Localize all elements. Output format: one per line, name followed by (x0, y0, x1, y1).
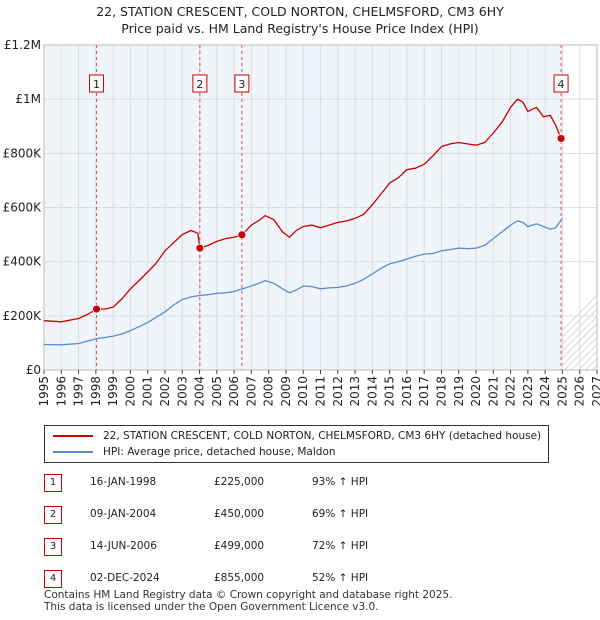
x-axis: 1995 1996 1997 1998 1999 2000 2001 2002 2003 2004… (37, 370, 600, 407)
transaction-hpi-change: 52% ↑ HPI (312, 572, 369, 584)
price-chart: 1 2 3 4 £0 £200K £400K £600K £800K £1M £1.2M 1995… (3, 38, 600, 407)
x-tick-label: 2019 (452, 376, 466, 407)
x-tick-label: 2007 (244, 376, 258, 407)
sale-points (92, 134, 566, 314)
hpi-legend-swatch (53, 451, 93, 453)
hpi-series-line (43, 217, 563, 346)
y-tick-label: £1.2M (4, 38, 41, 52)
sale-label: 1 (93, 78, 100, 91)
transaction-hpi-change: 72% ↑ HPI (312, 540, 369, 552)
sale-label-box (192, 74, 208, 93)
x-tick-label: 1995 (37, 376, 51, 407)
y-tick-label: £800K (3, 146, 43, 160)
transaction-number: 4 (44, 570, 62, 588)
x-tick-label: 2026 (573, 376, 587, 407)
y-tick-label: £0 (26, 363, 41, 377)
x-tick-label: 2005 (210, 376, 224, 407)
transaction-hpi-change: 69% ↑ HPI (312, 508, 369, 520)
y-tick-label: £1M (15, 92, 41, 106)
x-tick-label: 2001 (141, 376, 155, 407)
sale-label: 2 (196, 78, 203, 91)
x-tick-label: 2011 (314, 376, 328, 407)
legend-item-property: 22, STATION CRESCENT, COLD NORTON, CHELM… (53, 428, 541, 444)
property-series-line (43, 98, 562, 323)
x-tick-label: 2025 (555, 376, 569, 407)
y-tick-label: £400K (3, 255, 43, 269)
sale-label-box (89, 74, 105, 93)
x-tick-label: 2017 (417, 376, 431, 407)
x-tick-label: 2013 (348, 376, 362, 407)
x-tick-label: 2020 (469, 376, 483, 407)
table-row: 4 02-DEC-2024 £855,000 52% ↑ HPI (44, 570, 544, 588)
sale-label: 3 (238, 78, 245, 91)
y-axis: £0 £200K £400K £600K £800K £1M £1.2M (3, 38, 43, 377)
footer-copyright: Contains HM Land Registry data © Crown c… (44, 589, 453, 601)
x-tick-label: 2016 (400, 376, 414, 407)
transaction-number: 2 (44, 506, 62, 524)
legend-hpi-label: HPI: Average price, detached house, Mald… (103, 446, 336, 458)
sale-label-box (553, 74, 569, 93)
x-tick-label: 2004 (193, 376, 207, 407)
x-tick-label: 1998 (89, 376, 103, 407)
x-tick-label: 1997 (72, 376, 86, 407)
transaction-date: 16-JAN-1998 (90, 476, 157, 488)
table-row: 1 16-JAN-1998 £225,000 93% ↑ HPI (44, 474, 544, 492)
legend: 22, STATION CRESCENT, COLD NORTON, CHELM… (44, 425, 549, 463)
x-tick-label: 2014 (365, 376, 379, 407)
sale-point (195, 243, 205, 253)
x-tick-label: 2010 (296, 376, 310, 407)
x-tick-label: 2006 (227, 376, 241, 407)
y-tick-label: £200K (3, 309, 43, 323)
property-legend-swatch (53, 435, 93, 437)
legend-item-hpi: HPI: Average price, detached house, Mald… (53, 444, 336, 460)
sale-point (237, 230, 247, 240)
transaction-price: £225,000 (214, 476, 265, 488)
sale-point (92, 304, 101, 314)
table-row: 2 09-JAN-2004 £450,000 69% ↑ HPI (44, 506, 544, 524)
transaction-number: 1 (44, 474, 62, 492)
chart-title: 22, STATION CRESCENT, COLD NORTON, CHELM… (96, 4, 504, 19)
sale-point (556, 134, 566, 143)
x-tick-label: 2022 (504, 376, 518, 407)
footer: Contains HM Land Registry data © Crown c… (44, 589, 452, 613)
sale-labels: 1 2 3 4 (89, 74, 569, 93)
x-tick-label: 2012 (331, 376, 345, 407)
y-tick-label: £600K (3, 201, 43, 215)
transaction-date: 14-JUN-2006 (90, 540, 157, 552)
transaction-price: £499,000 (214, 540, 265, 552)
x-tick-label: 2023 (521, 376, 535, 407)
transaction-hpi-change: 93% ↑ HPI (312, 476, 369, 488)
legend-property-label: 22, STATION CRESCENT, COLD NORTON, CHELM… (103, 430, 542, 442)
x-tick-label: 2015 (383, 376, 397, 407)
x-tick-label: 2009 (279, 376, 293, 407)
sale-label-box (234, 74, 250, 93)
x-tick-label: 2008 (262, 376, 276, 407)
x-tick-label: 2021 (486, 376, 500, 407)
sale-marker-lines (96, 45, 562, 370)
sale-label: 4 (558, 78, 565, 91)
transaction-date: 02-DEC-2024 (90, 572, 160, 584)
x-tick-label: 2018 (434, 376, 448, 407)
x-tick-label: 2027 (590, 376, 600, 407)
x-tick-label: 2000 (123, 376, 137, 407)
chart-subtitle: Price paid vs. HM Land Registry's House … (121, 21, 479, 36)
footer-licence: This data is licensed under the Open Gov… (44, 601, 379, 613)
transaction-date: 09-JAN-2004 (90, 508, 157, 520)
x-tick-label: 1999 (106, 376, 120, 407)
table-row: 3 14-JUN-2006 £499,000 72% ↑ HPI (44, 538, 544, 556)
x-tick-label: 1996 (54, 376, 68, 407)
transaction-price: £450,000 (214, 508, 265, 520)
grid-lines (43, 44, 598, 371)
x-tick-label: 2002 (158, 376, 172, 407)
transaction-price: £855,000 (214, 572, 265, 584)
transaction-number: 3 (44, 538, 62, 556)
x-tick-label: 2003 (175, 376, 189, 407)
x-tick-label: 2024 (538, 376, 552, 407)
